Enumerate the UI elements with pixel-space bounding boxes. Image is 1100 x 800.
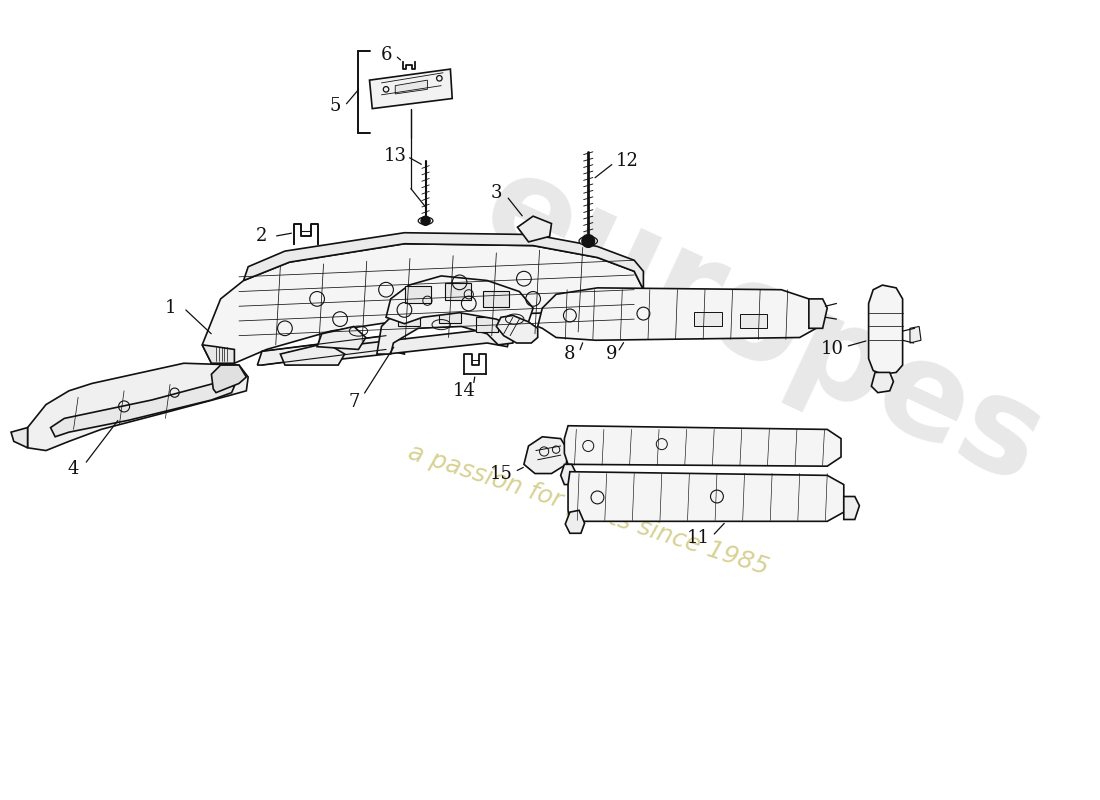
- Circle shape: [421, 216, 430, 226]
- Text: 1: 1: [164, 299, 176, 317]
- Text: 9: 9: [605, 345, 617, 363]
- Polygon shape: [51, 382, 234, 437]
- Polygon shape: [398, 312, 420, 326]
- Polygon shape: [439, 308, 461, 322]
- Text: 13: 13: [384, 147, 407, 166]
- Polygon shape: [740, 314, 768, 328]
- Polygon shape: [568, 472, 844, 522]
- Text: 3: 3: [491, 184, 502, 202]
- Text: 2: 2: [256, 227, 267, 246]
- Polygon shape: [869, 285, 903, 374]
- Polygon shape: [317, 326, 366, 350]
- Ellipse shape: [579, 236, 597, 246]
- Polygon shape: [606, 290, 643, 318]
- Polygon shape: [561, 464, 578, 485]
- Text: europes: europes: [463, 142, 1063, 511]
- Polygon shape: [871, 373, 893, 393]
- Polygon shape: [202, 345, 234, 363]
- Circle shape: [582, 234, 595, 247]
- Polygon shape: [386, 276, 534, 326]
- Polygon shape: [444, 283, 471, 300]
- Polygon shape: [405, 286, 431, 302]
- Text: 4: 4: [68, 460, 79, 478]
- Text: 12: 12: [616, 152, 639, 170]
- Polygon shape: [285, 328, 510, 365]
- Text: 7: 7: [349, 393, 360, 411]
- Polygon shape: [370, 69, 452, 109]
- Polygon shape: [11, 427, 28, 448]
- Polygon shape: [257, 336, 405, 365]
- Polygon shape: [243, 233, 644, 290]
- Polygon shape: [808, 299, 827, 328]
- Polygon shape: [910, 326, 921, 343]
- Polygon shape: [517, 216, 551, 242]
- Polygon shape: [395, 80, 428, 94]
- Polygon shape: [564, 426, 842, 466]
- Text: 15: 15: [490, 465, 513, 482]
- Polygon shape: [28, 363, 249, 450]
- Text: 6: 6: [381, 46, 392, 64]
- Polygon shape: [538, 288, 818, 340]
- Text: 8: 8: [564, 345, 575, 363]
- Polygon shape: [844, 497, 859, 519]
- Text: 10: 10: [821, 341, 844, 358]
- Text: a passion for parts since 1985: a passion for parts since 1985: [405, 441, 771, 580]
- Text: 5: 5: [330, 97, 341, 115]
- Polygon shape: [565, 510, 584, 534]
- Polygon shape: [476, 318, 498, 332]
- Polygon shape: [484, 290, 509, 307]
- Polygon shape: [202, 244, 644, 363]
- Polygon shape: [280, 343, 344, 365]
- Polygon shape: [524, 437, 568, 474]
- Ellipse shape: [418, 217, 433, 225]
- Text: 11: 11: [688, 529, 711, 547]
- Polygon shape: [377, 301, 515, 354]
- Polygon shape: [694, 312, 722, 326]
- Polygon shape: [496, 315, 538, 343]
- Text: 14: 14: [453, 382, 475, 400]
- Polygon shape: [211, 365, 246, 393]
